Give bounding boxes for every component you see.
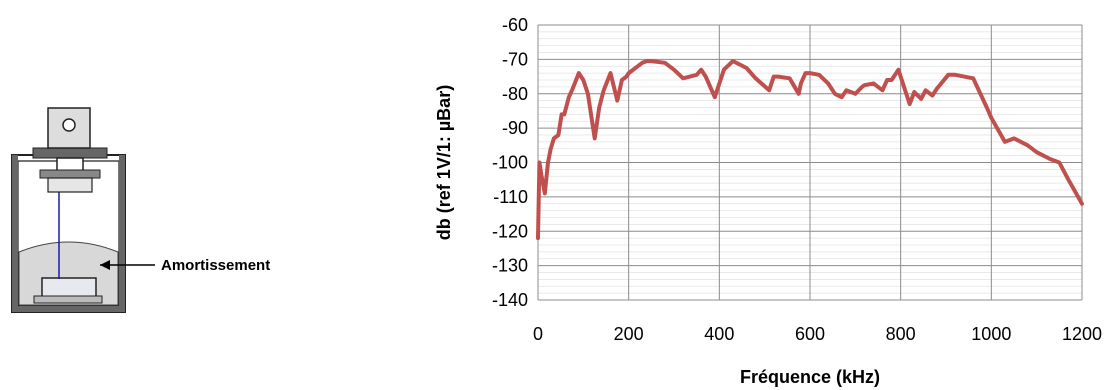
y-tick-label: -110 (493, 187, 528, 207)
y-tick-label: -80 (502, 84, 528, 104)
y-tick-labels: -60 -70 -80 -90 -100 -110 -120 -130 -140 (492, 15, 528, 310)
x-tick-label: 1200 (1062, 324, 1102, 344)
y-tick-label: -130 (492, 256, 528, 276)
x-tick-label: 200 (614, 324, 644, 344)
x-tick-labels: 0 200 400 600 800 1000 1200 (533, 324, 1102, 344)
y-axis-label: db (ref 1V/1: µBar) (434, 85, 454, 240)
y-tick-label: -60 (502, 15, 528, 35)
x-tick-label: 1000 (971, 324, 1011, 344)
x-tick-label: 800 (886, 324, 916, 344)
y-tick-label: -70 (502, 49, 528, 69)
callout-label: Amortissement (161, 257, 270, 274)
sensor-housing-icon (11, 107, 126, 313)
y-tick-label: -100 (492, 153, 528, 173)
x-tick-label: 400 (704, 324, 734, 344)
x-tick-label: 600 (795, 324, 825, 344)
y-tick-label: -90 (502, 118, 528, 138)
series-line-1 (536, 59, 1084, 241)
chart: -60 -70 -80 -90 -100 -110 -120 -130 -140 0 200 400… (434, 15, 1102, 387)
y-tick-label: -140 (492, 290, 528, 310)
x-tick-label: 0 (533, 324, 543, 344)
y-tick-label: -120 (492, 221, 528, 241)
series-group (536, 59, 1084, 241)
grid (537, 24, 1083, 301)
x-axis-label: Fréquence (kHz) (740, 367, 880, 387)
sensor-diagram: Amortissement (11, 107, 270, 313)
